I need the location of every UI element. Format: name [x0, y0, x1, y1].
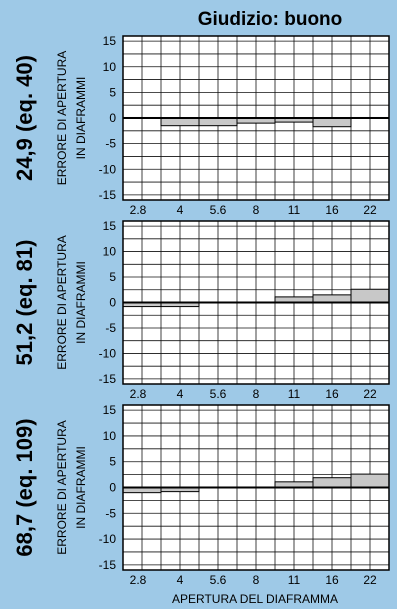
bar	[350, 288, 390, 304]
y-tick-label: 15	[103, 403, 117, 417]
x-tick-label: 8	[253, 573, 260, 587]
panel-label: 24,9 (eq. 40)	[12, 55, 37, 181]
y-tick-label: 0	[109, 296, 116, 310]
y-tick-label: -10	[99, 162, 117, 176]
x-tick-label: 8	[253, 387, 260, 401]
y-tick-label: 0	[109, 481, 116, 495]
y-tick-label: 5	[109, 455, 116, 469]
x-tick-label: 2.8	[130, 203, 147, 217]
y-tick-label: 0	[109, 111, 116, 125]
y-tick-label: 15	[103, 34, 117, 48]
x-tick-label: 5.6	[210, 387, 227, 401]
y-tick-label: -15	[99, 558, 117, 572]
bar	[312, 477, 352, 488]
plot-border	[122, 35, 390, 201]
y-tick-label: 5	[109, 85, 116, 99]
y-axis-label: IN DIAFRAMMI	[74, 77, 88, 160]
x-tick-label: 22	[363, 387, 377, 401]
y-tick-label: 5	[109, 270, 116, 284]
x-tick-label: 2.8	[130, 387, 147, 401]
bar	[160, 117, 200, 127]
y-tick-label: -5	[105, 137, 116, 151]
y-tick-label: -15	[99, 372, 117, 386]
bar	[312, 294, 352, 303]
x-tick-label: 11	[288, 203, 301, 217]
y-tick-label: -5	[105, 506, 116, 520]
x-tick-label: 5.6	[210, 203, 227, 217]
panel-label: 68,7 (eq. 109)	[12, 418, 37, 556]
panel-label: 51,2 (eq. 81)	[12, 240, 37, 366]
x-tick-label: 11	[288, 573, 301, 587]
x-tick-label: 4	[177, 203, 184, 217]
x-tick-label: 22	[363, 573, 377, 587]
bar	[350, 473, 390, 488]
y-tick-label: 10	[103, 429, 117, 443]
y-axis-label: IN DIAFRAMMI	[74, 261, 88, 344]
y-tick-label: 15	[103, 219, 117, 233]
bar	[312, 117, 352, 128]
y-tick-label: 10	[103, 60, 117, 74]
panel-1: 15 10 5 0 -5 -10 -15 2.8 4 5.6 8 11 16 22 ERRORE DI AP…	[12, 34, 390, 217]
y-tick-label: -10	[99, 346, 117, 360]
x-tick-label: 5.6	[210, 573, 227, 587]
x-tick-label: 22	[363, 203, 377, 217]
x-tick-label: 16	[325, 387, 339, 401]
x-tick-label: 2.8	[130, 573, 147, 587]
panel-3: 15 10 5 0 -5 -10 -15 2.8 4 5.6 8 11 16 22 ERRORE DI AP…	[12, 403, 390, 587]
chart-title: Giudizio: buono	[198, 9, 343, 30]
y-tick-label: -5	[105, 321, 116, 335]
y-tick-label: -10	[99, 532, 117, 546]
x-tick-label: 8	[253, 203, 260, 217]
y-axis-label: ERRORE DI APERTURA	[55, 51, 69, 185]
plot-border	[122, 404, 390, 571]
bar	[198, 117, 238, 127]
y-axis-label: ERRORE DI APERTURA	[55, 235, 69, 369]
x-tick-label: 4	[177, 573, 184, 587]
y-axis-label: ERRORE DI APERTURA	[55, 420, 69, 554]
plot-border	[122, 220, 390, 385]
y-tick-label: -15	[99, 188, 117, 202]
x-axis-label: APERTURA DEL DIAFRAMMA	[172, 592, 338, 606]
panel-2: 15 10 5 0 -5 -10 -15 2.8 4 5.6 8 11 16 22 ERRORE DI AP…	[12, 219, 390, 401]
x-tick-label: 16	[325, 203, 339, 217]
x-tick-label: 16	[325, 573, 339, 587]
x-tick-label: 4	[177, 387, 184, 401]
y-axis-label: IN DIAFRAMMI	[74, 446, 88, 529]
y-tick-label: 10	[103, 245, 117, 259]
x-tick-label: 11	[288, 387, 301, 401]
